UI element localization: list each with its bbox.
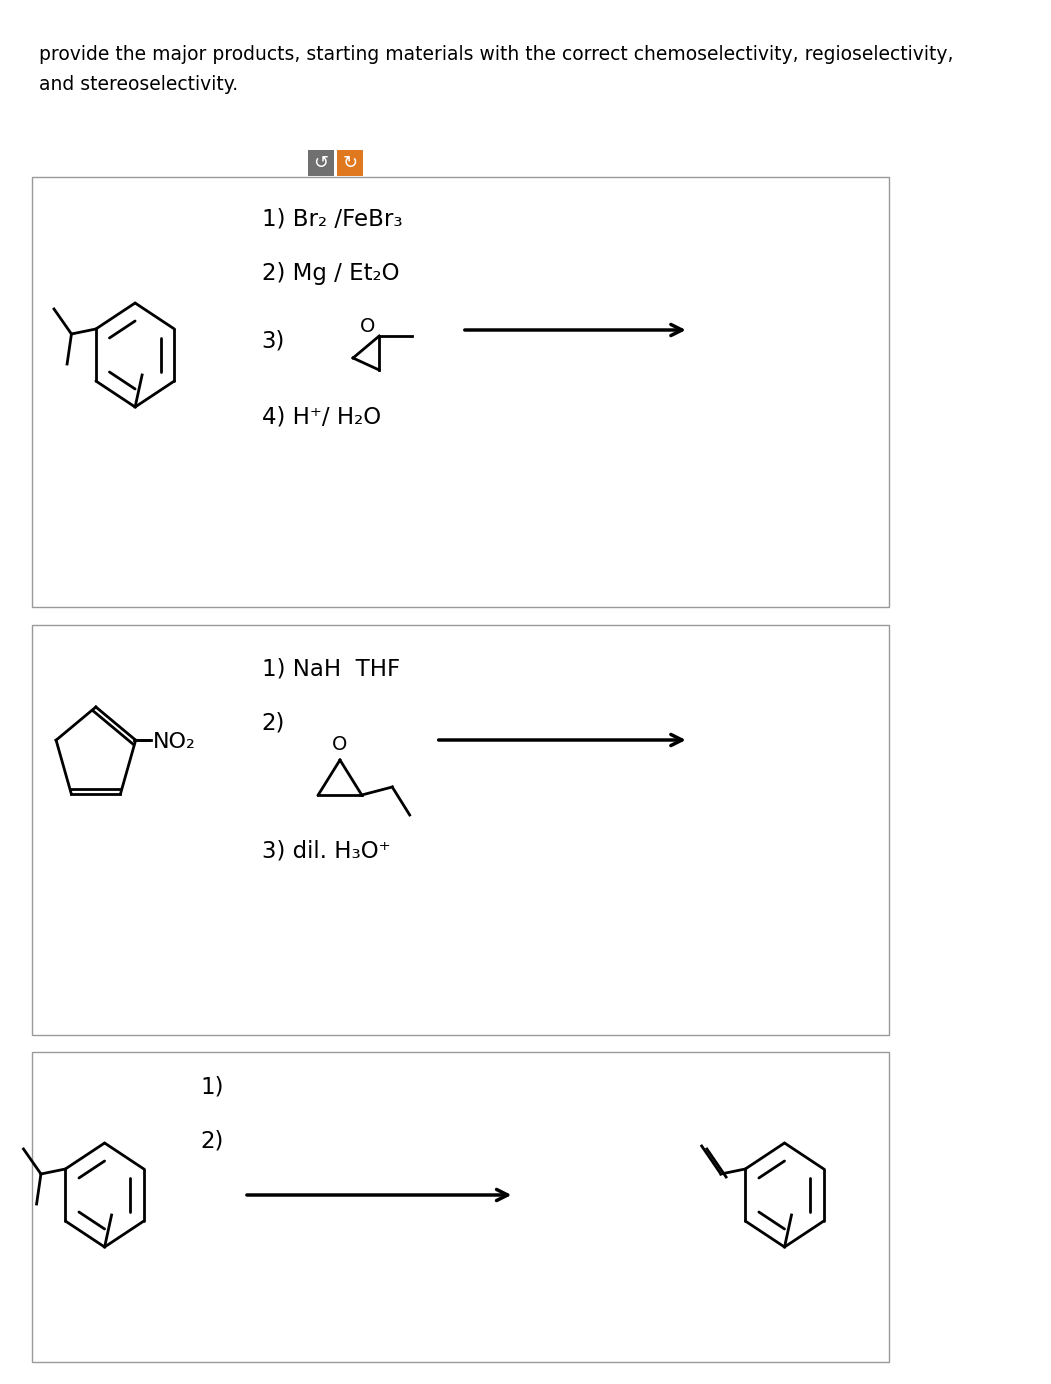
Text: 1) Br₂ /FeBr₃: 1) Br₂ /FeBr₃ [262, 208, 403, 230]
Text: O: O [332, 735, 348, 754]
Text: 2): 2) [201, 1129, 224, 1153]
Text: 3): 3) [262, 329, 285, 353]
Text: 4) H⁺/ H₂O: 4) H⁺/ H₂O [262, 406, 380, 428]
Text: 1) NaH  THF: 1) NaH THF [262, 657, 399, 680]
Text: 3) dil. H₃O⁺: 3) dil. H₃O⁺ [262, 840, 390, 864]
Text: 2) Mg / Et₂O: 2) Mg / Et₂O [262, 262, 399, 285]
Text: provide the major products, starting materials with the correct chemoselectivity: provide the major products, starting mat… [39, 46, 953, 64]
Bar [33, 177, 889, 608]
Bar [33, 1052, 889, 1362]
Bar [337, 149, 364, 176]
Text: O: O [360, 317, 375, 336]
Text: and stereoselectivity.: and stereoselectivity. [39, 75, 239, 94]
Text: ↺: ↺ [313, 154, 328, 172]
Bar [33, 626, 889, 1035]
Bar [308, 149, 334, 176]
Text: ↻: ↻ [343, 154, 358, 172]
Text: 1): 1) [201, 1075, 224, 1098]
Text: 2): 2) [262, 711, 285, 735]
Text: NO₂: NO₂ [153, 732, 195, 752]
